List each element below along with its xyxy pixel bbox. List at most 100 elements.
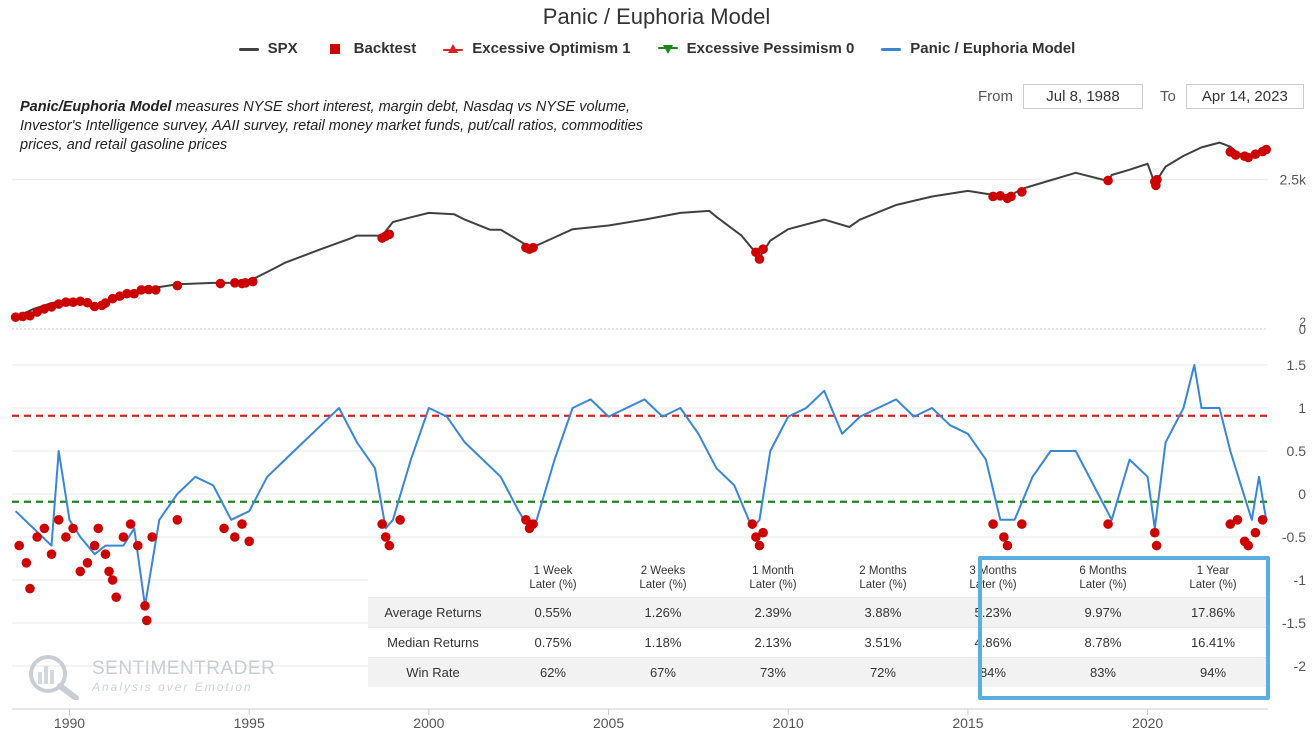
model-backtest-point <box>1149 527 1160 538</box>
description-bold: Panic/Euphoria Model <box>20 99 172 115</box>
table-cell: 0.55% <box>498 597 608 628</box>
table-cell: 72% <box>827 657 938 687</box>
col-2-months: 2 Months Later (%) <box>859 565 907 591</box>
x-tick-label: 2015 <box>952 715 983 731</box>
spx-tick-label: 2 <box>1299 315 1306 329</box>
model-backtest-point <box>107 575 118 585</box>
spx-line-icon <box>238 42 260 56</box>
spx-backtest-point <box>758 244 768 254</box>
model-backtest-point <box>528 519 538 529</box>
logo-title: SENTIMENTRADER <box>92 658 276 679</box>
spx-backtest-point <box>230 278 240 288</box>
model-backtest-point <box>244 536 254 547</box>
model-backtest-point <box>1151 540 1162 551</box>
model-backtest-point <box>39 523 50 534</box>
row-label: Average Returns <box>368 597 498 628</box>
model-backtest-point <box>384 540 395 551</box>
legend-label-excessive-pessimism: Excessive Pessimism 0 <box>686 40 855 57</box>
triangle-down-icon <box>657 42 679 56</box>
model-backtest-point <box>125 519 136 529</box>
from-date-input[interactable]: Jul 8, 1988 <box>1023 84 1143 109</box>
spx-backtest-point <box>754 254 765 264</box>
spx-backtest-point <box>384 229 395 240</box>
legend-label-spx: SPX <box>267 40 298 57</box>
model-backtest-point <box>46 549 57 559</box>
model-backtest-point <box>25 583 35 594</box>
x-tick-label: 2010 <box>773 715 804 731</box>
spx-backtest-point <box>129 288 139 299</box>
model-backtest-point <box>1243 540 1254 551</box>
chart-title: Panic / Euphoria Model <box>542 4 771 29</box>
legend-item-backtest[interactable]: Backtest <box>324 40 417 57</box>
model-tick-label: 0.5 <box>1287 443 1307 459</box>
spx-backtest-point <box>82 297 93 308</box>
legend-item-spx[interactable]: SPX <box>238 40 298 57</box>
col-6-months: 6 Months Later (%) <box>1079 565 1127 591</box>
model-backtest-point <box>89 540 100 551</box>
spx-backtest-point <box>1006 191 1016 202</box>
spx-backtest-point <box>10 312 21 322</box>
spx-backtest-point <box>61 297 71 307</box>
model-backtest-point <box>82 558 93 568</box>
model-backtest-point <box>53 515 64 525</box>
model-backtest-point <box>747 519 758 529</box>
table-cell: 84% <box>937 657 1048 687</box>
returns-table: 1 Week Later (%) 2 Weeks Later (%) 1 Month… <box>368 560 1268 687</box>
table-cell: 73% <box>717 657 828 687</box>
model-backtest-point <box>1232 515 1243 525</box>
legend-item-model[interactable]: Panic / Euphoria Model <box>880 40 1075 57</box>
spx-backtest-point <box>1152 174 1162 185</box>
triangle-up-icon <box>442 42 464 56</box>
model-backtest-point <box>758 527 768 538</box>
model-backtest-point <box>118 532 129 542</box>
spx-backtest-point <box>1243 152 1254 163</box>
model-backtest-point <box>172 515 183 525</box>
to-date-input[interactable]: Apr 14, 2023 <box>1185 84 1304 109</box>
spx-tick-label: 0 <box>1299 322 1306 337</box>
square-marker-icon <box>324 42 346 56</box>
model-backtest-point <box>93 523 104 534</box>
model-backtest-point <box>237 519 247 529</box>
col-1-week: 1 Week Later (%) <box>529 565 577 591</box>
x-tick-label: 1990 <box>54 715 85 731</box>
model-description: Panic/Euphoria Model measures NYSE short… <box>20 98 660 155</box>
x-tick-label: 2000 <box>413 715 444 731</box>
col-1-month: 1 Month Later (%) <box>749 565 797 591</box>
x-tick-label: 1995 <box>234 715 265 731</box>
model-backtest-point <box>999 532 1009 542</box>
spx-backtest-point <box>122 288 132 299</box>
legend-item-excessive-pessimism[interactable]: Excessive Pessimism 0 <box>657 40 855 57</box>
model-backtest-point <box>1002 540 1013 551</box>
table-cell: 5.23% <box>937 597 1048 628</box>
model-tick-label: -1.5 <box>1282 615 1306 631</box>
spx-backtest-point <box>75 296 86 307</box>
spx-backtest-point <box>1261 144 1272 155</box>
logo-subtitle: Analysis over Emotion <box>92 680 253 694</box>
model-tick-label: 1 <box>1298 400 1306 416</box>
spx-backtest-point <box>172 280 183 291</box>
description-text: measures NYSE short interest, margin deb… <box>20 99 644 153</box>
legend-item-excessive-optimism[interactable]: Excessive Optimism 1 <box>442 40 631 57</box>
table-row: Average Returns 0.55% 1.26% 2.39% 3.88% … <box>368 597 1268 628</box>
model-backtest-point <box>395 515 405 525</box>
model-backtest-point <box>140 601 150 611</box>
model-backtest-point <box>68 523 78 534</box>
table-row: Median Returns 0.75% 1.18% 2.13% 3.51% 4… <box>368 627 1268 658</box>
legend-label-backtest: Backtest <box>353 40 417 57</box>
row-label: Win Rate <box>368 657 498 687</box>
table-cell: 4.86% <box>937 627 1048 658</box>
model-backtest-point <box>988 519 998 529</box>
spx-backtest-point <box>247 276 258 287</box>
table-cell: 17.86% <box>1158 597 1268 628</box>
spx-backtest-point <box>25 310 35 321</box>
model-tick-label: -0.5 <box>1282 529 1306 545</box>
model-backtest-point <box>219 523 229 534</box>
model-line <box>14 364 1268 607</box>
spx-backtest-point <box>32 307 42 317</box>
model-backtest-point <box>21 558 32 568</box>
table-cell: 0.75% <box>498 627 608 658</box>
spx-line <box>15 141 1267 319</box>
spx-backtest-point <box>46 302 57 312</box>
table-corner <box>368 560 498 598</box>
